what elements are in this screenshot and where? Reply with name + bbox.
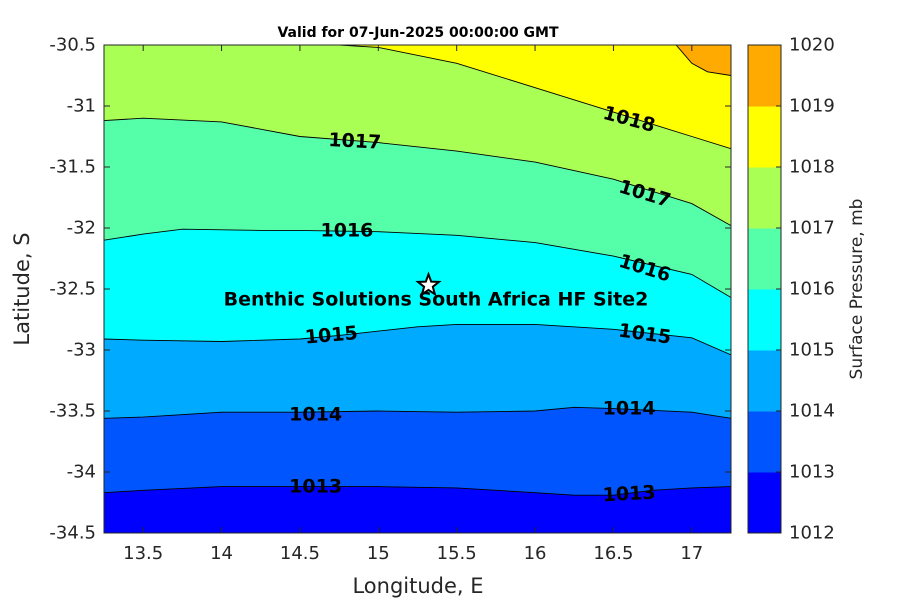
colorbar-tick-label: 1015 — [789, 340, 835, 361]
x-tick-label: 14.5 — [280, 543, 320, 564]
colorbar-swatch — [748, 289, 781, 351]
contour-label: 1013 — [289, 476, 342, 498]
colorbar-tick-label: 1014 — [789, 401, 835, 422]
contour-line-1013 — [104, 486, 731, 496]
colorbar-tick-label: 1019 — [789, 96, 835, 117]
colorbar-swatch — [748, 472, 781, 534]
chart-title: Valid for 07-Jun-2025 00:00:00 GMT — [277, 25, 559, 41]
band-1018 — [339, 45, 731, 149]
x-tick-label: 16 — [524, 543, 547, 564]
y-axis-label: Latitude, S — [10, 232, 34, 345]
y-tick-label: -30.5 — [49, 35, 96, 56]
colorbar-tick-label: 1020 — [789, 35, 835, 56]
contour-line-1014 — [104, 406, 731, 419]
site-marker: Benthic Solutions South Africa HF Site2 — [224, 271, 649, 310]
band-1019 — [676, 45, 731, 76]
contour-label: 1015 — [304, 322, 359, 349]
x-tick-label: 17 — [680, 543, 703, 564]
contour-lines — [104, 45, 731, 496]
contour-label: 1017 — [328, 129, 382, 154]
colorbar-swatch — [748, 350, 781, 412]
y-tick-label: -31.5 — [49, 157, 96, 178]
x-tick-label: 13.5 — [123, 543, 163, 564]
colorbar-tick-label: 1013 — [789, 462, 835, 483]
x-axis-label: Longitude, E — [352, 574, 483, 598]
x-tick-label: 14 — [210, 543, 233, 564]
contour-label: 1014 — [289, 404, 342, 426]
y-tick-label: -34 — [67, 462, 96, 483]
colorbar-swatch — [748, 167, 781, 229]
colorbar-tick-label: 1017 — [789, 218, 835, 239]
contour-label: 1014 — [603, 398, 656, 420]
colorbar-swatch — [748, 411, 781, 473]
colorbar-tick-label: 1018 — [789, 157, 835, 178]
colorbar-tick-label: 1016 — [789, 279, 835, 300]
y-tick-label: -33.5 — [49, 401, 96, 422]
y-axis-ticks: -30.5 -31 -31.5 -32 -32.5 -33 -33.5 -34 -34.5 — [49, 35, 731, 544]
site-label: Benthic Solutions South Africa HF Site2 — [224, 288, 649, 310]
contour-line-1016 — [104, 228, 731, 298]
y-tick-label: -32 — [67, 218, 96, 239]
pressure-fill-bands — [104, 45, 731, 533]
y-tick-label: -34.5 — [49, 523, 96, 544]
colorbar-label: Surface Pressure, mb — [847, 199, 867, 380]
contour-label: 1016 — [321, 219, 374, 241]
site-star-icon — [415, 271, 442, 297]
x-tick-label: 15.5 — [437, 543, 477, 564]
colorbar-swatch — [748, 45, 781, 107]
y-tick-label: -31 — [67, 96, 96, 117]
colorbar-swatch — [748, 106, 781, 168]
x-axis-ticks: 13.5 14 14.5 15 15.5 16 16.5 17 — [123, 45, 703, 564]
colorbar-tick-label: 1012 — [789, 523, 835, 544]
x-tick-label: 15 — [367, 543, 390, 564]
colorbar-swatch — [748, 228, 781, 290]
contour-label: 1013 — [602, 482, 656, 507]
contour-line-1017 — [104, 117, 731, 226]
x-tick-label: 16.5 — [593, 543, 633, 564]
colorbar: 1012 1013 1014 1015 1016 1017 1018 1019 1020 — [747, 35, 835, 544]
y-tick-label: -33 — [67, 340, 96, 361]
contour-line-1015 — [104, 323, 731, 356]
contour-line-1019 — [675, 45, 731, 76]
y-tick-label: -32.5 — [49, 279, 96, 300]
